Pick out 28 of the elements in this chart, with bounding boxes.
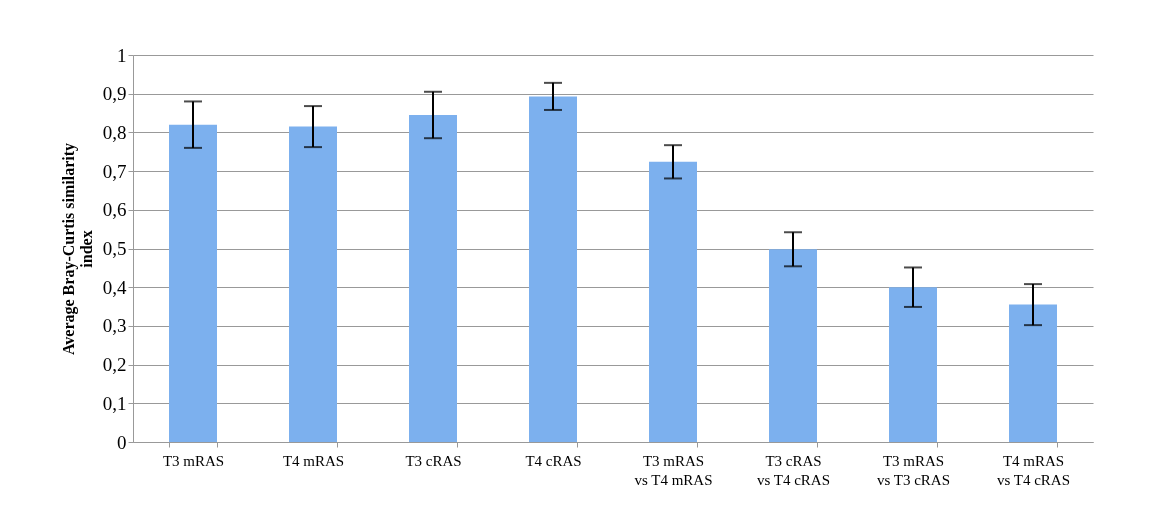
x-tick-label: T3 cRAS vs T4 cRAS [756, 452, 831, 488]
x-tick-label: T4 cRAS [525, 452, 582, 469]
y-tick-label: 0,8 [102, 121, 127, 143]
x-tick-label: T4 mRAS [282, 452, 345, 469]
x-tick-label: T3 mRAS [162, 452, 225, 469]
y-tick-label: 0,4 [102, 276, 127, 298]
bar [649, 161, 697, 442]
bar [529, 96, 577, 442]
y-tick-label: 1 [117, 44, 127, 66]
y-tick-label: 0,9 [102, 83, 127, 105]
y-tick-label: 0,2 [102, 354, 127, 376]
bar [409, 114, 457, 442]
y-tick-label: 0,7 [102, 160, 127, 182]
x-tick-label: T3 mRAS vs T3 cRAS [876, 452, 951, 488]
bar [169, 124, 217, 442]
y-tick-label: 0,6 [102, 199, 127, 221]
y-axis-title: Average Bray-Curtis similarity index [59, 142, 95, 356]
x-tick-label: T3 mRAS vs T4 mRAS [634, 452, 713, 488]
bar [889, 287, 937, 442]
x-tick-label: T4 mRAS vs T4 cRAS [996, 452, 1071, 488]
bar [769, 249, 817, 442]
x-tick-label: T3 cRAS [405, 452, 462, 469]
y-tick-label: 0,5 [102, 238, 127, 259]
y-tick-label: 0 [117, 431, 127, 453]
y-tick-label: 0,3 [102, 315, 127, 337]
bar [1009, 304, 1057, 442]
y-tick-label: 0,1 [102, 392, 127, 414]
bar [289, 126, 337, 442]
